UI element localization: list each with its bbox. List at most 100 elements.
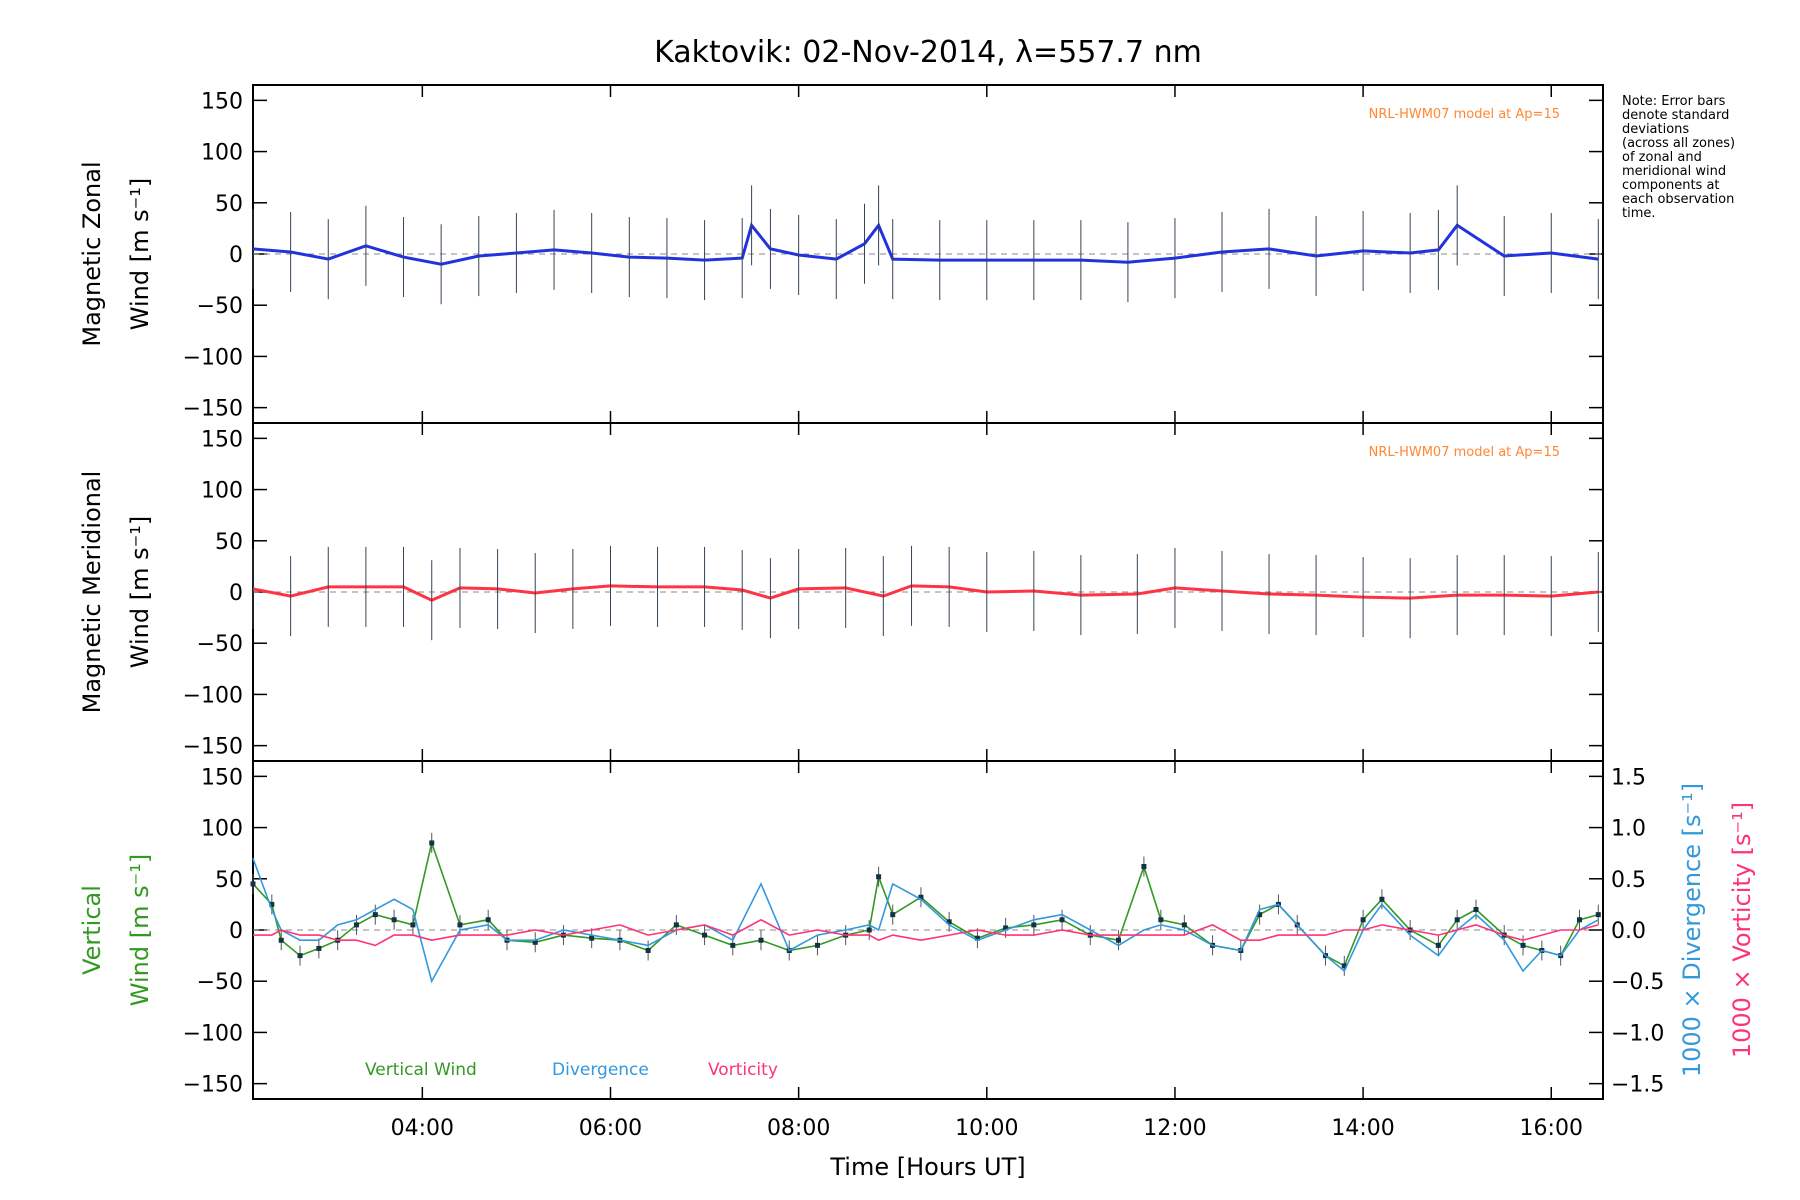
y-tick-label: 0 <box>229 243 243 268</box>
vertical-wind-point <box>866 927 872 933</box>
vertical-wind-point <box>1158 917 1164 923</box>
vertical-wind-point <box>410 922 416 928</box>
y-tick-label: 100 <box>201 817 243 842</box>
note-line: denote standard <box>1622 108 1729 123</box>
y-tick-label: 0 <box>229 581 243 606</box>
x-tick-label: 16:00 <box>1520 1116 1583 1141</box>
vertical-wind-point <box>1473 907 1479 913</box>
vertical-wind-point <box>673 922 679 928</box>
vertical-wind-point <box>1003 925 1009 931</box>
y-tick-label: 50 <box>215 530 243 555</box>
note-line: components at <box>1622 178 1720 193</box>
x-tick-label: 10:00 <box>955 1116 1018 1141</box>
y-tick-label: 150 <box>201 765 243 790</box>
y-tick-label: 50 <box>215 868 243 893</box>
vertical-wind-point <box>391 917 397 923</box>
y-tick-label: −50 <box>197 632 243 657</box>
y2-tick-label: −0.5 <box>1611 970 1664 995</box>
vertical-wind-point <box>876 874 882 880</box>
x-tick-label: 04:00 <box>391 1116 454 1141</box>
vertical-wind-point <box>1595 912 1601 918</box>
vertical-wind-point <box>730 942 736 948</box>
chart-title: Kaktovik: 02-Nov-2014, λ=557.7 nm <box>654 35 1202 70</box>
vertical-wind-point <box>645 947 651 953</box>
vertical-wind-point <box>429 840 435 846</box>
note-line: of zonal and <box>1622 150 1702 165</box>
y2-tick-label: 1.5 <box>1611 765 1646 790</box>
y2-tick-label: 0.0 <box>1611 919 1646 944</box>
vertical-wind-point <box>1141 863 1147 869</box>
vertical-wind-point <box>457 922 463 928</box>
y-tick-label: −50 <box>197 294 243 319</box>
note-line: deviations <box>1622 122 1689 137</box>
note-line: meridional wind <box>1622 164 1726 179</box>
vertical-wind-point <box>353 922 359 928</box>
y-tick-label: 0 <box>229 919 243 944</box>
vertical-wind-point <box>1576 917 1582 923</box>
vertical-wind-point <box>1181 922 1187 928</box>
y-tick-label: −150 <box>183 397 243 422</box>
vertical-wind-point <box>250 881 256 887</box>
vertical-wind-point <box>278 937 284 943</box>
vertical-wind-point <box>589 935 595 941</box>
vertical-wind-point <box>702 932 708 938</box>
y-tick-label: −150 <box>183 1073 243 1098</box>
x-tick-label: 06:00 <box>579 1116 642 1141</box>
meridional-wind-line <box>252 584 1599 602</box>
vorticity-line <box>253 918 1599 947</box>
y-tick-label: 100 <box>201 141 243 166</box>
vertical-wind-point <box>1341 963 1347 969</box>
meridional-ylabel-units: Wind [m s⁻¹] <box>126 516 154 668</box>
vertical-wind-point <box>1116 937 1122 943</box>
vertical-wind-point <box>372 912 378 918</box>
vertical-wind-point <box>1435 942 1441 948</box>
x-tick-label: 14:00 <box>1331 1116 1394 1141</box>
vertical-ylabel-units: Wind [m s⁻¹] <box>126 854 154 1006</box>
vertical-wind-point <box>297 953 303 959</box>
y2-tick-label: 1.0 <box>1611 817 1646 842</box>
y-tick-label: −50 <box>197 970 243 995</box>
y2-tick-label: −1.5 <box>1611 1073 1664 1098</box>
vertical-wind-point <box>1520 942 1526 948</box>
vertical-wind-point <box>758 937 764 943</box>
vertical-wind-point <box>1257 912 1263 918</box>
vertical-wind-point <box>918 894 924 900</box>
model-label-meridional: NRL-HWM07 model at Ap=15 <box>1369 445 1560 460</box>
y-tick-label: 100 <box>201 479 243 504</box>
legend-vertical-wind: Vertical Wind <box>365 1060 477 1080</box>
vertical-ylabel: Vertical <box>78 885 106 975</box>
model-label-zonal: NRL-HWM07 model at Ap=15 <box>1369 107 1560 122</box>
meridional-ylabel: Magnetic Meridional <box>78 471 106 714</box>
y-tick-label: −100 <box>183 1021 243 1046</box>
y-tick-label: 50 <box>215 192 243 217</box>
note-line: (across all zones) <box>1622 136 1735 151</box>
legend-divergence: Divergence <box>552 1060 649 1080</box>
x-tick-label: 08:00 <box>767 1116 830 1141</box>
divergence-ylabel: 1000 × Divergence [s⁻¹] <box>1678 783 1706 1077</box>
vertical-wind-point <box>1059 917 1065 923</box>
vertical-wind-point <box>269 901 275 907</box>
y-tick-label: −100 <box>183 345 243 370</box>
y-tick-label: −150 <box>183 735 243 760</box>
vertical-wind-point <box>974 935 980 941</box>
vertical-wind-point <box>532 939 538 945</box>
vertical-wind-point <box>316 945 322 951</box>
divergence-line <box>252 858 1599 984</box>
x-tick-label: 12:00 <box>1143 1116 1206 1141</box>
note-line: time. <box>1622 206 1656 221</box>
y2-tick-label: −1.0 <box>1611 1021 1664 1046</box>
zonal-wind-line <box>252 222 1599 266</box>
y2-tick-label: 0.5 <box>1611 868 1646 893</box>
zonal-ylabel: Magnetic Zonal <box>78 161 106 346</box>
vorticity-ylabel: 1000 × Vorticity [s⁻¹] <box>1728 802 1756 1058</box>
vertical-wind-point <box>485 917 491 923</box>
vertical-wind-point <box>1031 922 1037 928</box>
error-bar-note: Note: Error bars denote standard deviati… <box>1622 94 1735 221</box>
vertical-wind-point <box>1360 917 1366 923</box>
vertical-wind-point <box>814 942 820 948</box>
legend-vorticity: Vorticity <box>708 1060 778 1080</box>
vertical-wind-point <box>1379 896 1385 902</box>
y-tick-label: 150 <box>201 89 243 114</box>
vertical-wind-point <box>946 919 952 925</box>
